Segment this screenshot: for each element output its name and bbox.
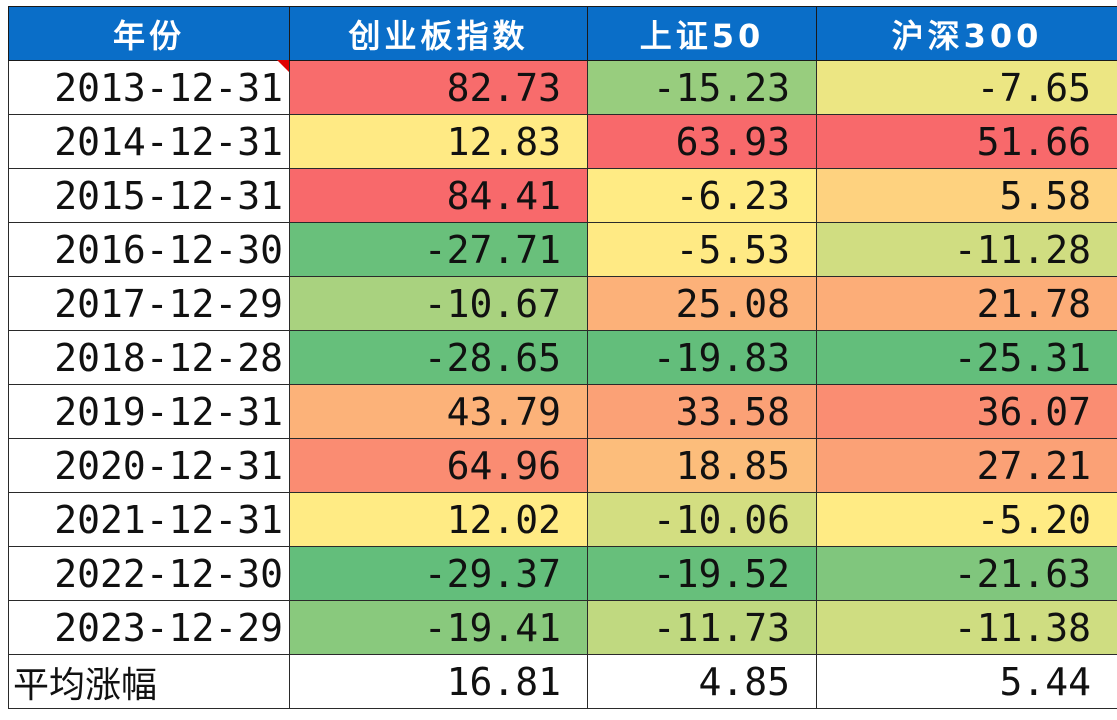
cell-chinext[interactable]: -28.65 [289,330,588,385]
cell-date[interactable]: 2015-12-31 [8,168,290,223]
table-row: 2017-12-29 -10.67 25.08 21.78 [8,276,1117,331]
cell-chinext[interactable]: 43.79 [289,384,588,439]
cell-csi300[interactable]: 27.21 [816,438,1117,493]
returns-table: 年份 创业板指数 上证50 沪深300 2013-12-31 82.73 -15.2… [8,6,1117,709]
cell-date[interactable]: 2014-12-31 [8,114,290,169]
header-sse50[interactable]: 上证50 [587,6,817,61]
table-row: 2020-12-31 64.96 18.85 27.21 [8,438,1117,493]
cell-date[interactable]: 2022-12-30 [8,546,290,601]
spreadsheet: 年份 创业板指数 上证50 沪深300 2013-12-31 82.73 -15.2… [8,6,1117,720]
table-row: 2013-12-31 82.73 -15.23 -7.65 [8,60,1117,115]
cell-date[interactable]: 2016-12-30 [8,222,290,277]
average-chinext[interactable]: 16.81 [289,654,588,709]
table-body: 2013-12-31 82.73 -15.23 -7.65 2014-12-31 12.8… [8,60,1117,709]
cell-csi300[interactable]: -25.31 [816,330,1117,385]
cell-chinext[interactable]: 12.83 [289,114,588,169]
cell-chinext[interactable]: 64.96 [289,438,588,493]
cell-sse50[interactable]: -15.23 [587,60,817,115]
table-row: 2023-12-29 -19.41 -11.73 -11.38 [8,600,1117,655]
average-label[interactable]: 平均涨幅 [8,654,290,709]
average-csi300[interactable]: 5.44 [816,654,1117,709]
comment-indicator[interactable] [277,60,289,72]
cell-chinext[interactable]: -29.37 [289,546,588,601]
cell-sse50[interactable]: 33.58 [587,384,817,439]
cell-csi300[interactable]: -21.63 [816,546,1117,601]
average-row: 平均涨幅 16.81 4.85 5.44 [8,654,1117,709]
cell-csi300[interactable]: 36.07 [816,384,1117,439]
cell-csi300[interactable]: -11.38 [816,600,1117,655]
cell-sse50[interactable]: -5.53 [587,222,817,277]
cell-csi300[interactable]: 21.78 [816,276,1117,331]
cell-sse50[interactable]: 63.93 [587,114,817,169]
cell-date[interactable]: 2017-12-29 [8,276,290,331]
cell-sse50[interactable]: 18.85 [587,438,817,493]
cell-date[interactable]: 2023-12-29 [8,600,290,655]
cell-chinext[interactable]: -27.71 [289,222,588,277]
table-row: 2014-12-31 12.83 63.93 51.66 [8,114,1117,169]
cell-sse50[interactable]: -10.06 [587,492,817,547]
header-chinext[interactable]: 创业板指数 [289,6,588,61]
cell-chinext[interactable]: 82.73 [289,60,588,115]
cell-csi300[interactable]: 5.58 [816,168,1117,223]
cell-csi300[interactable]: -11.28 [816,222,1117,277]
cell-csi300[interactable]: -5.20 [816,492,1117,547]
table-row: 2022-12-30 -29.37 -19.52 -21.63 [8,546,1117,601]
cell-date[interactable]: 2018-12-28 [8,330,290,385]
cell-sse50[interactable]: -19.83 [587,330,817,385]
cell-date[interactable]: 2020-12-31 [8,438,290,493]
average-sse50[interactable]: 4.85 [587,654,817,709]
header-year[interactable]: 年份 [8,6,290,61]
cell-chinext[interactable]: 84.41 [289,168,588,223]
header-row: 年份 创业板指数 上证50 沪深300 [8,6,1117,61]
table-row: 2018-12-28 -28.65 -19.83 -25.31 [8,330,1117,385]
cell-date[interactable]: 2019-12-31 [8,384,290,439]
cell-sse50[interactable]: -11.73 [587,600,817,655]
table-row: 2019-12-31 43.79 33.58 36.07 [8,384,1117,439]
cell-chinext[interactable]: -10.67 [289,276,588,331]
table-row: 2021-12-31 12.02 -10.06 -5.20 [8,492,1117,547]
cell-sse50[interactable]: 25.08 [587,276,817,331]
table-row: 2016-12-30 -27.71 -5.53 -11.28 [8,222,1117,277]
cell-csi300[interactable]: 51.66 [816,114,1117,169]
cell-sse50[interactable]: -6.23 [587,168,817,223]
cell-date[interactable]: 2013-12-31 [8,60,290,115]
cell-date[interactable]: 2021-12-31 [8,492,290,547]
header-csi300[interactable]: 沪深300 [816,6,1117,61]
cell-chinext[interactable]: 12.02 [289,492,588,547]
cell-chinext[interactable]: -19.41 [289,600,588,655]
cell-sse50[interactable]: -19.52 [587,546,817,601]
table-row: 2015-12-31 84.41 -6.23 5.58 [8,168,1117,223]
cell-csi300[interactable]: -7.65 [816,60,1117,115]
